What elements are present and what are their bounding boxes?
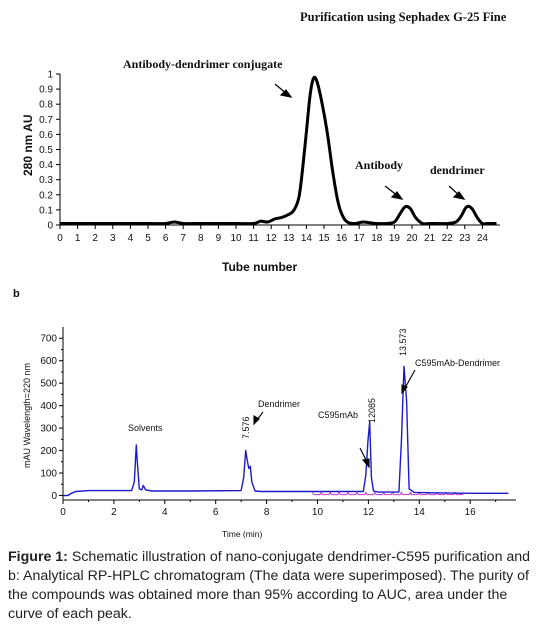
chart-a-title: Purification using Sephadex G-25 Fine	[300, 10, 507, 24]
peak-label-2: 12085	[367, 398, 377, 423]
arrow-antibody	[384, 185, 404, 200]
annotation-dendrimer-b: Dendrimer	[258, 399, 300, 409]
chart-a-xtick-label: 20	[406, 233, 418, 244]
chart-a-xtick-label: 1	[75, 233, 81, 244]
annotation-conjugate: Antibody-dendrimer conjugate	[123, 57, 283, 71]
chart-a-xtick-label: 13	[283, 233, 295, 244]
chart-a-xtick-label: 3	[110, 233, 116, 244]
arrow-c595mab	[359, 447, 370, 469]
chart-b-ytick-label: 700	[40, 334, 57, 345]
chart-b-series-line	[63, 365, 509, 497]
chart-b-ytick-label: 300	[40, 424, 57, 435]
chart-a-xlabel: Tube number	[222, 260, 297, 274]
chart-a-xtick-label: 4	[128, 233, 134, 244]
chart-a-xtick-label: 2	[92, 233, 98, 244]
figure-caption: Figure 1: Schematic illustration of nano…	[8, 548, 536, 624]
chart-a-xtick-label: 9	[216, 233, 222, 244]
annotation-dendrimer-a: dendrimer	[430, 163, 485, 177]
chart-a-ytick-label: 0.9	[39, 85, 53, 96]
chart-a-xtick-label: 18	[371, 233, 383, 244]
chart-b-xtick-label: 16	[465, 507, 477, 518]
annotation-solvents: Solvents	[128, 423, 163, 433]
chart-a-ytick-label: 1	[47, 70, 53, 81]
chart-a-ytick-label: 0.1	[39, 205, 53, 216]
chart-a-xtick-label: 17	[354, 233, 366, 244]
annotation-c595mab: C595mAb	[318, 410, 358, 420]
chart-a-series-line	[60, 75, 497, 226]
arrow-conjugate	[274, 83, 293, 98]
chart-b-ytick-label: 500	[40, 379, 57, 390]
peak-label-1: 7.576	[241, 416, 251, 439]
chart-b-ytick-label: 600	[40, 356, 57, 367]
chart-a-xtick-label: 21	[424, 233, 436, 244]
chart-a-xtick-label: 10	[230, 233, 242, 244]
chart-b-ylabel: mAU Wavelength=220 nm	[22, 363, 32, 468]
annotation-antibody: Antibody	[355, 158, 403, 172]
chart-a-xtick-label: 15	[318, 233, 330, 244]
arrow-dendrimer-a	[448, 185, 466, 200]
chart-a-xtick-label: 16	[336, 233, 348, 244]
chart-a-xtick-label: 8	[198, 233, 204, 244]
chart-a-ytick-label: 0	[47, 221, 53, 232]
panel-label-b: b	[13, 288, 20, 300]
chart-a-xtick-label: 6	[163, 233, 169, 244]
annotation-c595mab-dendrimer: C595mAb-Dendrimer	[415, 358, 500, 368]
chart-b-ytick-label: 100	[40, 469, 57, 480]
arrow-dendrimer-b	[253, 411, 264, 426]
chart-a-ytick-label: 0.6	[39, 130, 53, 141]
chart-a-ytick-label: 0.5	[39, 145, 53, 156]
arrow-c595mab-dendrimer	[401, 369, 416, 395]
chart-b-xlabel: Time (min)	[222, 529, 262, 539]
chart-a-ytick-label: 0.2	[39, 190, 53, 201]
chart-a: 00.10.20.30.40.50.60.70.80.910 1 2 3 4 5 6 7 8 9 1…	[39, 70, 500, 244]
chart-a-xtick-label: 23	[459, 233, 471, 244]
caption-text: Schematic illustration of nano-conjugate…	[8, 549, 531, 622]
chart-b-overlay-line	[311, 491, 465, 496]
chart-a-ytick-label: 0.3	[39, 175, 53, 186]
chart-b-xtick-label: 8	[264, 507, 270, 518]
chart-b-xtick-label: 12	[363, 507, 375, 518]
chart-a-xtick-label: 7	[180, 233, 186, 244]
chart-b-xtick-label: 10	[312, 507, 324, 518]
chart-a-xtick-label: 19	[389, 233, 401, 244]
chart-a-ytick-label: 0.7	[39, 115, 53, 126]
chart-a-ytick-label: 0.8	[39, 100, 53, 111]
chart-a-ylabel: 280 nm AU	[21, 114, 35, 176]
chart-b-xtick-label: 0	[60, 507, 66, 518]
chart-a-xtick-label: 5	[145, 233, 151, 244]
chart-a-ytick-label: 0.4	[39, 160, 53, 171]
chart-b-ytick-label: 200	[40, 446, 57, 457]
chart-a-xtick-label: 12	[266, 233, 278, 244]
chart-a-xtick-label: 24	[477, 233, 489, 244]
chart-a-xtick-label: 14	[301, 233, 313, 244]
chart-b-xtick-label: 2	[111, 507, 117, 518]
peak-label-3: 13.573	[398, 328, 408, 356]
chart-a-xtick-label: 22	[442, 233, 454, 244]
chart-a-xtick-label: 0	[57, 233, 63, 244]
caption-label: Figure 1:	[8, 549, 68, 565]
chart-b-xtick-label: 6	[213, 507, 219, 518]
chart-b-ytick-label: 400	[40, 401, 57, 412]
chart-b-xtick-label: 14	[414, 507, 426, 518]
chart-b-xtick-label: 4	[162, 507, 168, 518]
chart-b: 0 100 200 300 400 500 600 700 0 2 4 6 8 10 12 14 16	[40, 327, 516, 518]
chart-a-xtick-label: 11	[248, 233, 259, 244]
chart-b-ytick-label: 0	[51, 491, 57, 502]
